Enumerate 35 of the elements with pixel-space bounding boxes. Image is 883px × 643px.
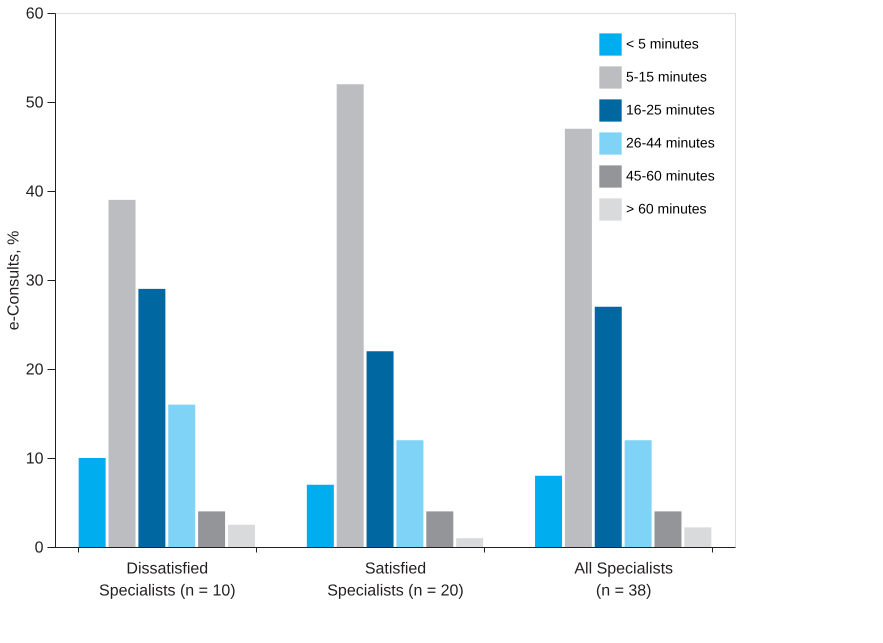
- legend-label: 26-44 minutes: [626, 134, 715, 150]
- y-tick-label: 0: [34, 540, 44, 556]
- legend-label: < 5 minutes: [626, 36, 699, 52]
- y-axis-title: e-Consults, %: [6, 230, 23, 330]
- bar: [198, 511, 226, 547]
- bar: [228, 524, 255, 547]
- bar: [456, 538, 484, 547]
- legend-label: 5-15 minutes: [626, 68, 707, 84]
- bar: [366, 351, 394, 547]
- y-tick-label: 30: [26, 272, 44, 290]
- bar: [396, 440, 424, 547]
- bar: [108, 200, 136, 547]
- bar: [684, 527, 712, 547]
- bar: [138, 288, 166, 547]
- y-tick-label: 40: [26, 184, 44, 200]
- bar: [336, 84, 364, 547]
- legend-label: > 60 minutes: [626, 200, 707, 216]
- legend-label: 16-25 minutes: [626, 102, 715, 118]
- x-tick-label: Satisfied Specialists (n = 20): [327, 560, 464, 600]
- bar: [78, 458, 106, 547]
- bar: [426, 511, 454, 547]
- y-tick-label: 60: [26, 6, 44, 22]
- bar: [306, 484, 334, 547]
- bar: [594, 306, 622, 547]
- bar: [535, 476, 562, 547]
- legend-label: 45-60 minutes: [626, 168, 715, 184]
- y-tick-label: 10: [26, 450, 44, 468]
- y-tick-label: 50: [26, 94, 44, 112]
- bar: [654, 511, 682, 547]
- x-tick-label: All Specialists (n = 38): [574, 560, 674, 600]
- x-tick-label: Dissatisfied Specialists (n = 10): [99, 560, 236, 600]
- bar: [564, 128, 592, 547]
- bar: [168, 404, 196, 547]
- bar: [624, 440, 652, 547]
- y-tick-label: 20: [26, 362, 44, 378]
